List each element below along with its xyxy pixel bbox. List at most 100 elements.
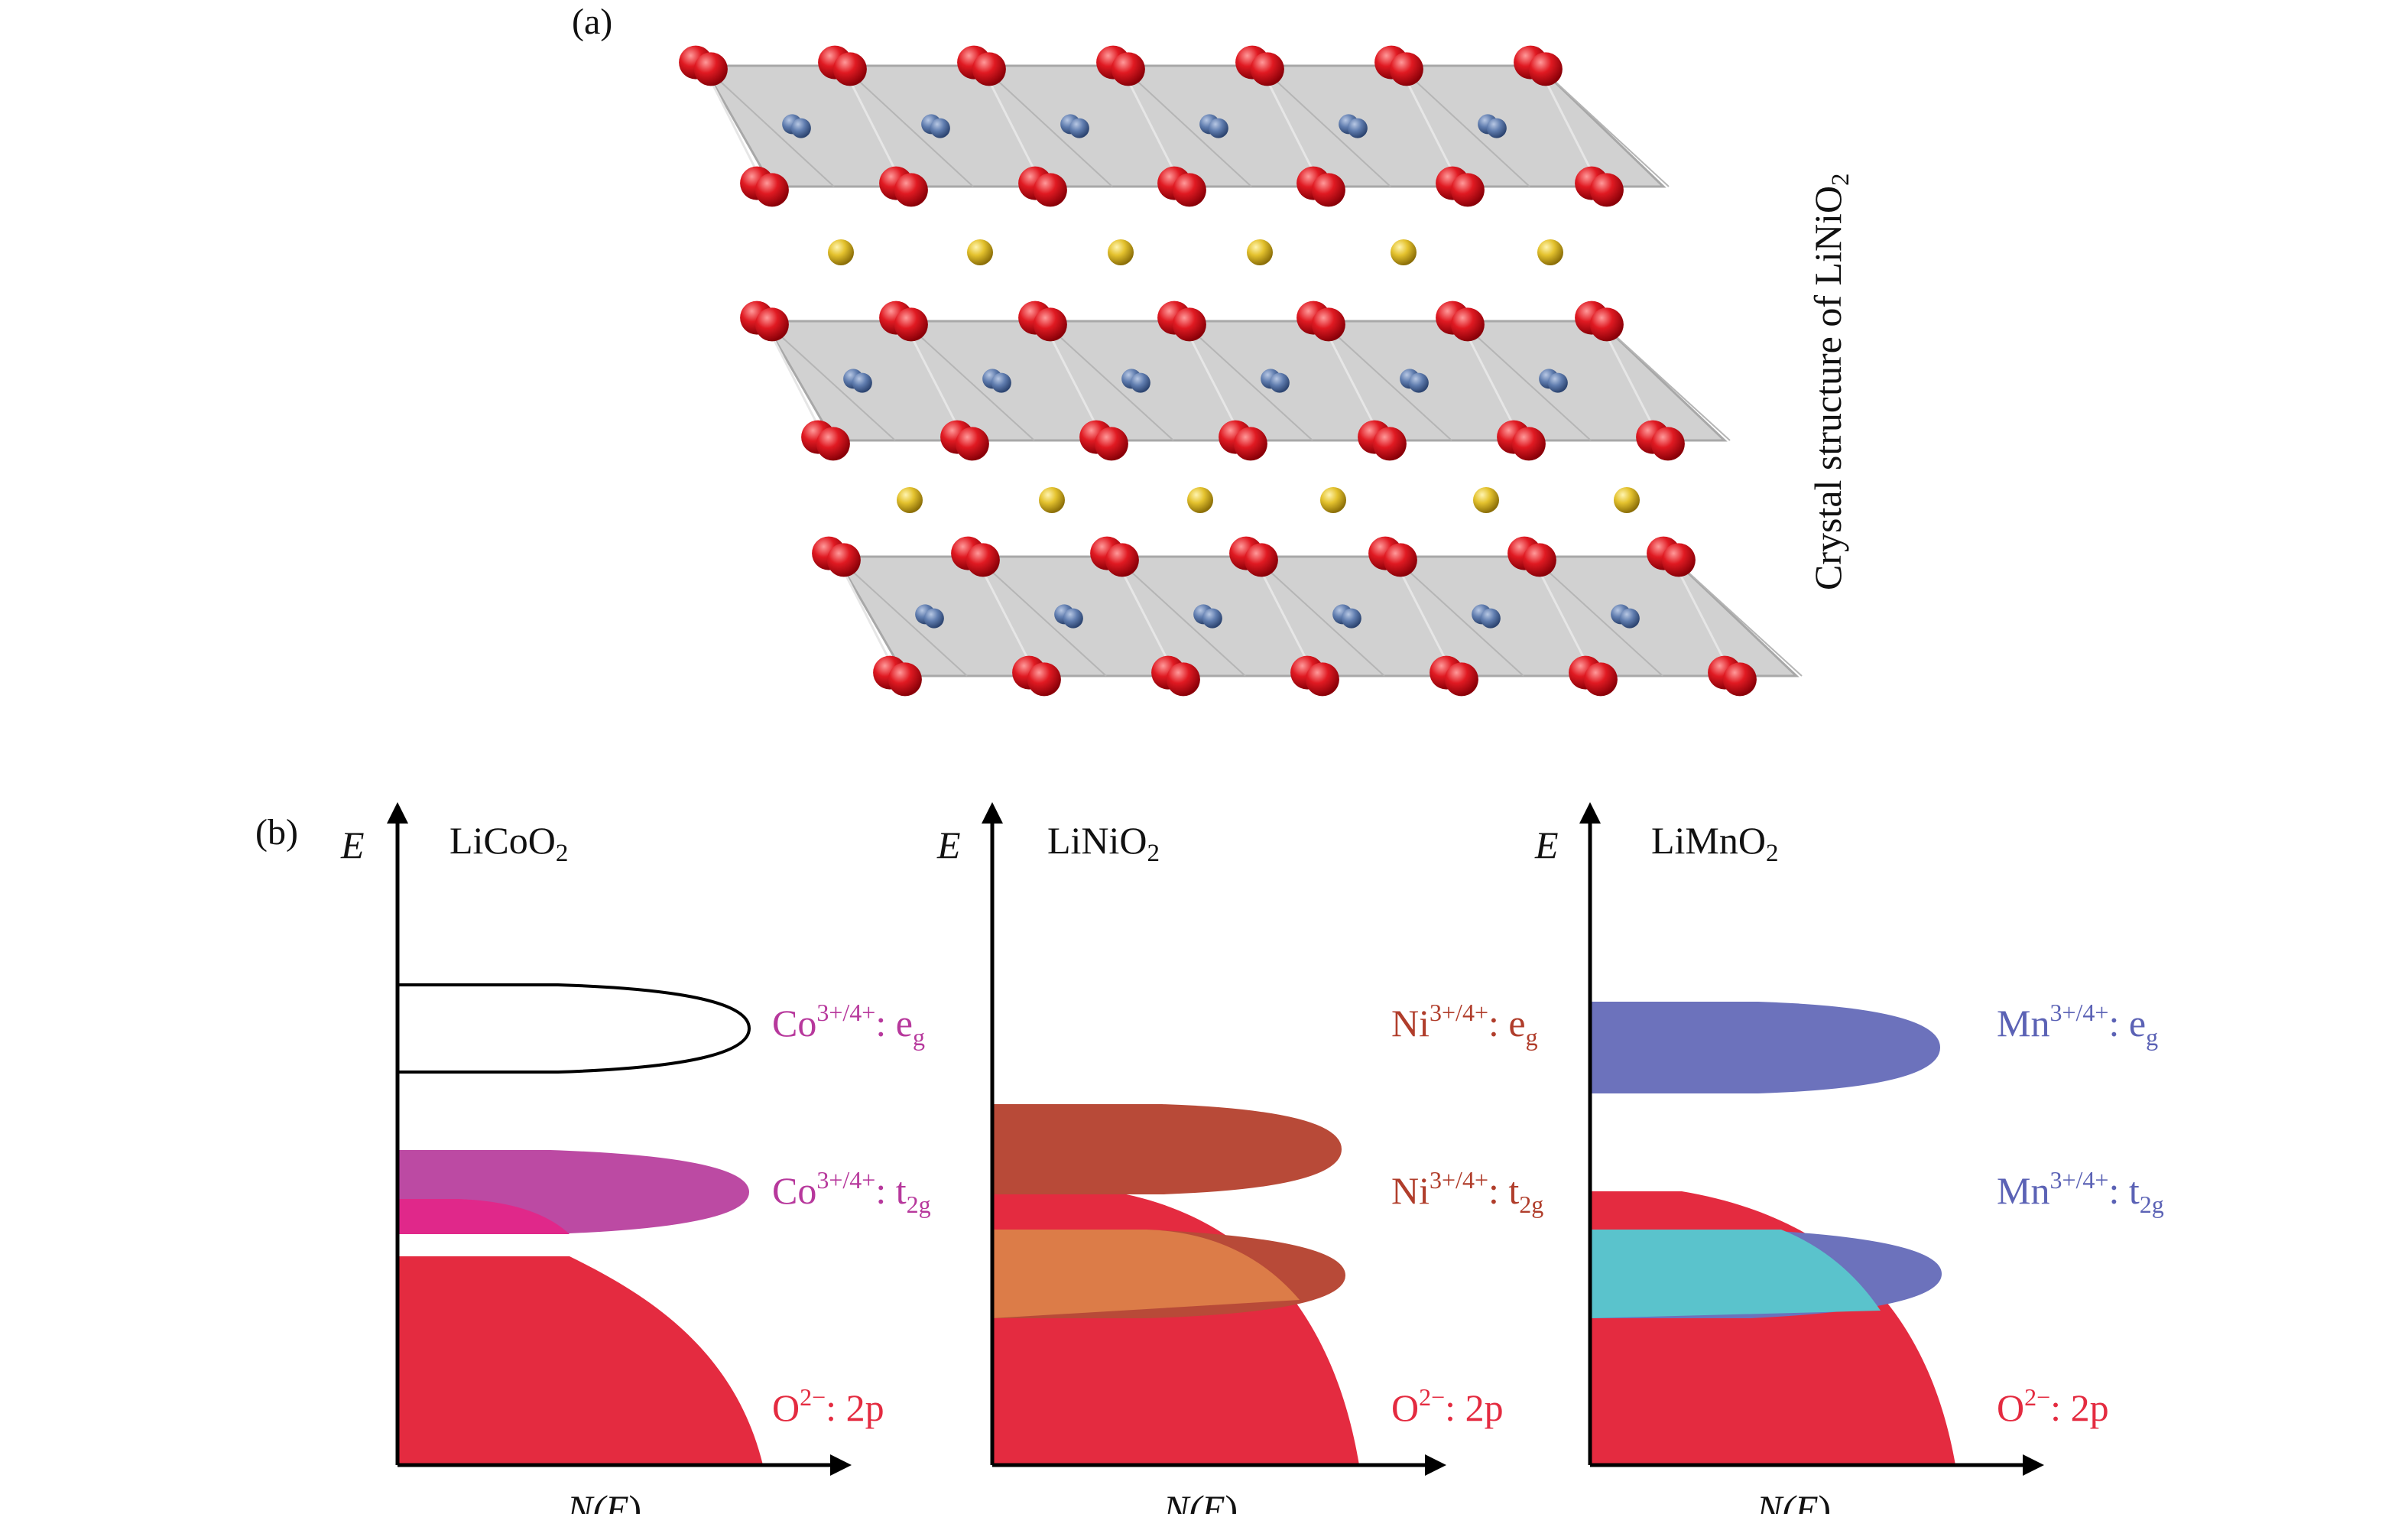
ne-axis-arrow xyxy=(1425,1454,1446,1476)
band-label-ion: O xyxy=(1997,1386,2024,1429)
lithium-atom xyxy=(967,239,993,265)
band-label-orb: t xyxy=(896,1169,907,1212)
oxygen-atom xyxy=(1358,420,1407,461)
oxygen-atom xyxy=(1708,655,1757,697)
ne-axis-label-n: N( xyxy=(566,1487,608,1514)
oxygen-atom xyxy=(679,45,728,86)
band-label-sep: : xyxy=(875,1169,895,1212)
title-sub: 2 xyxy=(1766,840,1779,867)
oxygen-atom xyxy=(1497,420,1546,461)
ni-t2g-o2p-overlap xyxy=(992,1230,1300,1318)
ne-axis-label: N(E) xyxy=(1163,1487,1238,1514)
oxygen-atom xyxy=(1575,301,1624,342)
metal-atom xyxy=(1261,369,1290,393)
ne-axis-arrow xyxy=(2023,1454,2044,1476)
oxygen-atom xyxy=(1157,301,1206,342)
metal-atom xyxy=(982,369,1011,393)
lithium-atom xyxy=(1187,487,1213,513)
band-label-ion: Co xyxy=(772,1002,816,1045)
ne-axis-label-e: E xyxy=(605,1487,629,1514)
lithium-atom xyxy=(828,239,854,265)
mn-eg-band xyxy=(1590,1002,1940,1093)
lithium-atom xyxy=(1320,487,1346,513)
band-label-sep: : xyxy=(1445,1386,1465,1429)
oxygen-atom xyxy=(1018,166,1067,207)
metal-atom xyxy=(1199,114,1228,138)
ne-axis-arrow xyxy=(830,1454,852,1476)
oxygen-atom xyxy=(740,166,789,207)
band-label: Co3+/4+: t2g xyxy=(772,1166,931,1218)
band-label-sup: 3+/4+ xyxy=(1430,1166,1488,1194)
e-axis-label: E xyxy=(340,824,365,866)
band-label: O2−: 2p xyxy=(1997,1383,2109,1429)
lithium-atom xyxy=(1391,239,1417,265)
band-label-sep: : xyxy=(826,1386,845,1429)
title-linio2: LiNiO2 xyxy=(1047,819,1160,867)
band-label: O2−: 2p xyxy=(1391,1383,1504,1429)
oxygen-atom xyxy=(1575,166,1624,207)
oxygen-atom xyxy=(1012,655,1061,697)
band-label-sep: : xyxy=(2108,1169,2128,1212)
panel-a-label: (a) xyxy=(572,2,612,42)
e-axis-label: E xyxy=(936,824,961,866)
band-label-orb-sub: g xyxy=(1526,1023,1538,1051)
ne-axis-label-n: N( xyxy=(1756,1487,1797,1514)
crystal-structure xyxy=(679,45,1803,697)
mn-t2g-o2p-overlap xyxy=(1590,1230,1881,1318)
metal-atom xyxy=(843,369,872,393)
metal-atom xyxy=(1060,114,1089,138)
panel-b-label: (b) xyxy=(255,812,298,853)
lithium-atom xyxy=(897,487,923,513)
e-axis-arrow xyxy=(982,802,1003,824)
dos-diagram-limno2 xyxy=(1579,802,2044,1476)
o2p-band xyxy=(398,1256,763,1465)
crystal-caption: Crystal structure of LiNiO2 xyxy=(1806,173,1855,590)
oxygen-atom xyxy=(1157,166,1206,207)
band-label-sep: : xyxy=(1488,1169,1508,1212)
metal-atom xyxy=(1193,604,1222,629)
metal-atom xyxy=(1054,604,1083,629)
band-label-ion: Ni xyxy=(1391,1002,1430,1045)
title-sub: 2 xyxy=(1147,840,1160,867)
band-label-orb: e xyxy=(896,1002,913,1045)
oxygen-atom xyxy=(1235,45,1284,86)
oxygen-atom xyxy=(1636,420,1685,461)
lithium-atom xyxy=(1108,239,1134,265)
band-label: Ni3+/4+: t2g xyxy=(1391,1166,1543,1218)
lithium-atom xyxy=(1614,487,1640,513)
metal-atom xyxy=(782,114,811,138)
co-t2g-o2p-overlap xyxy=(398,1199,570,1234)
band-label: Ni3+/4+: eg xyxy=(1391,999,1538,1051)
oxygen-ions xyxy=(679,45,1757,697)
ne-axis-label: N(E) xyxy=(566,1487,641,1514)
oxygen-atom xyxy=(1647,536,1696,577)
metal-atom xyxy=(1539,369,1568,393)
metal-atom xyxy=(921,114,950,138)
e-axis-label: E xyxy=(1534,824,1559,866)
band-label: Co3+/4+: eg xyxy=(772,999,925,1051)
band-label-orb-sub: 2g xyxy=(1519,1191,1543,1218)
band-label-sup: 2− xyxy=(2024,1383,2050,1411)
ni-eg-band xyxy=(992,1104,1342,1194)
e-axis-arrow xyxy=(387,802,408,824)
metal-atom xyxy=(1472,604,1501,629)
oxygen-atom xyxy=(873,655,922,697)
metal-atom xyxy=(1611,604,1640,629)
metal-ions xyxy=(782,114,1640,629)
band-label-ion: Co xyxy=(772,1169,816,1212)
e-axis-arrow xyxy=(1579,802,1601,824)
oxygen-atom xyxy=(801,420,850,461)
lithium-atom xyxy=(1473,487,1499,513)
title-main: LiNiO xyxy=(1047,819,1147,862)
lithium-atom xyxy=(1537,239,1563,265)
oxygen-atom xyxy=(1229,536,1278,577)
band-label-ion: O xyxy=(772,1386,800,1429)
title-main: LiMnO xyxy=(1651,819,1766,862)
oxygen-atom xyxy=(1436,301,1485,342)
axis-labels: E E E N(E) N(E) N(E) xyxy=(340,824,1831,1514)
octahedral-layer xyxy=(701,64,1670,188)
band-label-ion: Mn xyxy=(1997,1002,2049,1045)
oxygen-atom xyxy=(951,536,1000,577)
